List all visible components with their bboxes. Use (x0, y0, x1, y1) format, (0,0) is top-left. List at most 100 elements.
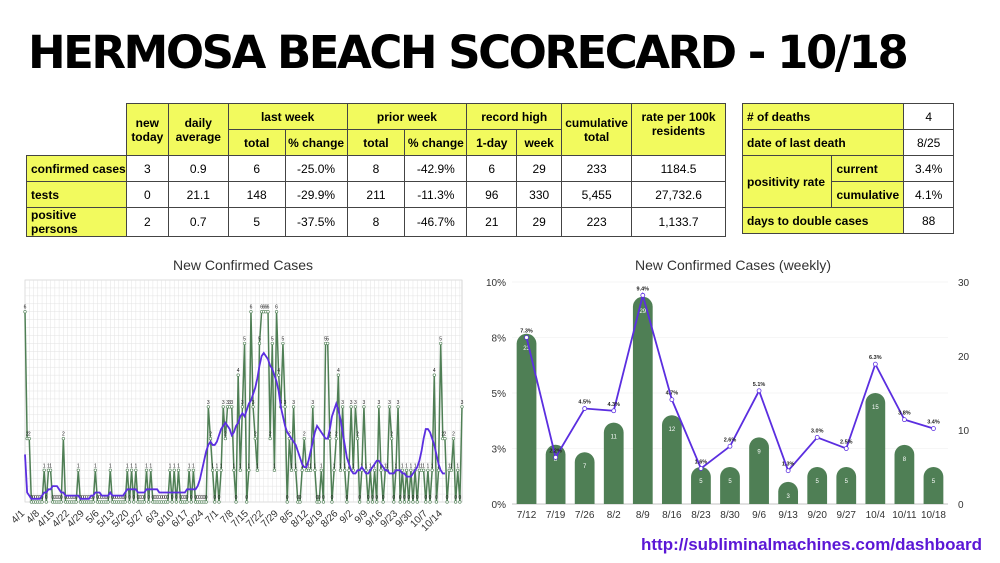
data-point (91, 500, 95, 504)
data-label: 0 (154, 495, 157, 501)
data-label: 1 (301, 463, 304, 469)
data-label: 5 (258, 336, 261, 342)
data-label: 1 (256, 463, 259, 469)
x-tick-label: 10/11 (892, 510, 917, 521)
data-point (396, 405, 400, 409)
data-label: 0 (147, 495, 150, 501)
data-label: 0 (446, 495, 449, 501)
bar-value-label: 5 (728, 479, 732, 485)
data-label: 3 (228, 400, 231, 406)
data-label: 2 (209, 432, 212, 438)
data-label: 0 (454, 495, 457, 501)
data-label: 1 (77, 463, 80, 469)
positivity-label: 2.5% (840, 440, 853, 446)
data-label: 0 (162, 495, 165, 501)
data-label: 0 (181, 495, 184, 501)
row-label: positive persons (26, 207, 127, 237)
data-label: 1 (448, 463, 451, 469)
data-point (326, 341, 330, 346)
positivity-label: 7.3% (520, 329, 533, 335)
data-point (289, 468, 294, 472)
data-point (319, 468, 323, 472)
data-point (270, 341, 274, 346)
data-label: 1 (450, 463, 453, 469)
data-point (149, 468, 153, 472)
data-label: 0 (96, 495, 99, 501)
data-label: 0 (113, 495, 116, 501)
data-point (345, 500, 349, 504)
cell-pw-total: 8 (346, 155, 406, 182)
data-point (253, 436, 257, 441)
data-label: 0 (175, 495, 178, 501)
positivity-label: 3.4% (927, 420, 940, 426)
cell-lw-total: 148 (227, 181, 286, 208)
data-point (402, 500, 407, 504)
data-point (40, 500, 44, 504)
cell-daily-average: 0.7 (167, 207, 229, 237)
bar-value-label: 9 (757, 449, 761, 455)
data-point (445, 500, 449, 504)
data-label: 1 (418, 463, 421, 469)
data-point (294, 468, 298, 472)
data-point (298, 500, 302, 504)
positivity-point (872, 361, 878, 367)
data-point (125, 468, 129, 472)
weekly-cases-chart: New Confirmed Cases (weekly) 0% 3% 5% 8% 10%… (486, 257, 970, 521)
data-label: 1 (320, 463, 323, 469)
data-label: 1 (169, 463, 172, 469)
weekly-bar (632, 296, 653, 504)
data-point (27, 436, 31, 441)
data-label: 1 (149, 463, 152, 469)
dashboard-link[interactable]: http://subliminalmachines.com/dashboard (641, 535, 982, 554)
data-label: 0 (111, 495, 114, 501)
data-label: 0 (203, 495, 206, 501)
data-label: 1 (409, 463, 412, 469)
data-label: 3 (284, 400, 287, 406)
data-label: 4 (237, 368, 240, 374)
data-label: 3 (226, 400, 229, 406)
data-label: 2 (356, 432, 359, 438)
data-point (432, 373, 436, 377)
data-label: 0 (68, 495, 71, 501)
data-point (106, 500, 110, 504)
subheader-week: week (516, 129, 563, 156)
cell-daily-average: 21.1 (167, 181, 229, 208)
data-label: 3 (241, 400, 244, 406)
data-point (424, 500, 428, 504)
data-label: 2 (444, 432, 447, 438)
data-point (59, 500, 63, 504)
bar-value-label: 7 (583, 464, 587, 470)
x-tick-label: 7/26 (575, 510, 595, 521)
bar-value-label: 5 (816, 479, 820, 485)
data-point (206, 405, 210, 409)
cell-lw-change: -29.9% (284, 181, 348, 208)
positivity-point (553, 454, 558, 460)
data-label: 1 (314, 463, 317, 469)
data-point (144, 468, 149, 472)
data-label: 1 (294, 463, 297, 469)
data-label: 0 (375, 495, 378, 501)
x-tick-label: 8/16 (662, 510, 682, 521)
data-label: 3 (354, 400, 357, 406)
header-last-week: last week (227, 103, 348, 130)
data-label: 3 (363, 400, 366, 406)
data-point (311, 405, 315, 409)
data-point (174, 500, 178, 504)
weekly-bar (691, 467, 711, 504)
data-label: 1 (352, 463, 355, 469)
data-point (191, 468, 196, 472)
y-right-tick-label: 30 (958, 278, 970, 289)
data-label: 6 (260, 305, 263, 311)
cell-pw-change: -11.3% (404, 181, 468, 208)
data-label: 0 (166, 495, 169, 501)
x-tick-label: 9/20 (807, 510, 827, 521)
data-label: 1 (380, 463, 383, 469)
data-point (370, 500, 375, 504)
data-point (422, 468, 426, 472)
data-point (245, 500, 249, 504)
data-point (309, 468, 313, 472)
data-label: 1 (401, 463, 404, 469)
data-point (328, 436, 332, 441)
data-point (332, 468, 336, 472)
data-label: 1 (427, 463, 430, 469)
